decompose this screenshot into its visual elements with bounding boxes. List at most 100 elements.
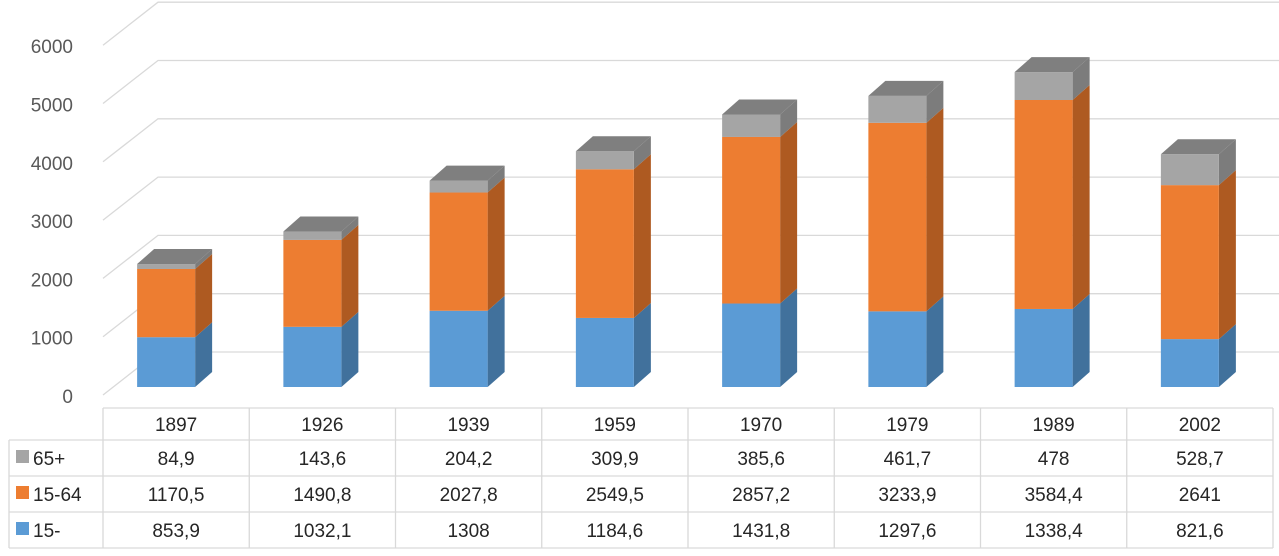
- data-table-value: 461,7: [884, 449, 932, 470]
- data-table-value: 3584,4: [1025, 485, 1084, 506]
- bar-side-15-64-1970: [780, 121, 798, 304]
- data-table-value: 1431,8: [732, 521, 790, 542]
- bar-65+-1959: [575, 151, 634, 170]
- bar-side-15-64-1989: [1072, 85, 1090, 309]
- data-table-value: 143,6: [299, 449, 347, 470]
- bar-side-15--1939: [487, 295, 505, 387]
- data-table-value: 2641: [1179, 485, 1221, 506]
- bar-side-65+-1897: [195, 249, 213, 269]
- data-table-value: 1308: [447, 521, 489, 542]
- bar-side-65+-2002: [1218, 139, 1236, 186]
- bar-65+-2002: [1160, 154, 1219, 186]
- data-table-value: 1032,1: [293, 521, 351, 542]
- legend-label: 15-64: [33, 485, 82, 506]
- bar-side-15--2002: [1218, 324, 1236, 387]
- data-table-value: 309,9: [591, 449, 639, 470]
- legend-key-65+: [16, 450, 29, 463]
- bar-side-15--1970: [780, 288, 798, 387]
- x-tick-label: 1897: [155, 415, 197, 436]
- y-tick-label: 2000: [31, 270, 73, 291]
- gridlines: [102, 1, 1279, 396]
- bar-side-65+-1939: [487, 165, 505, 193]
- bar-65+-1989: [1014, 72, 1073, 101]
- data-table-value: 1184,6: [587, 521, 644, 542]
- bar-65+-1970: [722, 114, 781, 137]
- bar-15-64-1970: [722, 136, 781, 304]
- data-table-value: 1490,8: [293, 485, 351, 506]
- bars: [137, 57, 1236, 387]
- x-tick-label: 1926: [301, 415, 343, 436]
- bar-15-64-2002: [1160, 185, 1219, 340]
- bar-top-1979: [868, 80, 944, 96]
- bar-side-15--1989: [1072, 293, 1090, 387]
- x-tick-label: 1979: [886, 415, 928, 436]
- legend-key-15-: [16, 522, 29, 535]
- bar-top-2002: [1160, 139, 1236, 155]
- bar-side-15-64-1959: [633, 154, 651, 318]
- gridline: [102, 351, 1279, 396]
- bar-15--1959: [575, 317, 634, 387]
- y-tick-label: 6000: [31, 37, 73, 58]
- bar-65+-1926: [283, 231, 342, 240]
- y-tick-label: 4000: [31, 154, 73, 175]
- legend-key-15-64: [16, 486, 29, 499]
- gridline: [102, 59, 1279, 105]
- bar-15-64-1959: [575, 169, 634, 318]
- bar-15-64-1939: [429, 192, 488, 311]
- data-table-value: 478: [1038, 449, 1070, 470]
- bar-side-65+-1970: [780, 99, 798, 137]
- bar-15--1939: [429, 310, 488, 387]
- data-table-value: 84,9: [158, 449, 195, 470]
- legend-label: 15-: [33, 521, 60, 542]
- bar-15--1979: [868, 311, 927, 387]
- bar-65+-1939: [429, 180, 488, 193]
- bar-side-15--1959: [633, 302, 651, 387]
- bar-15-64-1897: [137, 268, 196, 338]
- bar-side-65+-1926: [341, 216, 359, 240]
- bar-65+-1979: [868, 95, 927, 123]
- bar-15--1970: [722, 303, 781, 387]
- gridline: [102, 293, 1279, 338]
- bar-side-15-64-1979: [926, 107, 944, 312]
- data-table-value: 1338,4: [1025, 521, 1084, 542]
- bar-side-15-64-1926: [341, 224, 359, 327]
- bar-side-15--1897: [195, 322, 213, 387]
- x-tick-label: 2002: [1179, 415, 1221, 436]
- data-table-value: 528,7: [1176, 449, 1224, 470]
- bar-15--1989: [1014, 308, 1073, 387]
- gridline: [102, 118, 1279, 163]
- data-table: 1897 1926 1939 1959 1970 1979 1989 2002 65+ 84,9 1…: [8, 407, 1274, 549]
- gridline: [102, 234, 1279, 279]
- bar-side-15-64-1939: [487, 177, 505, 311]
- bar-side-65+-1979: [926, 80, 944, 123]
- data-table-value: 1170,5: [148, 485, 205, 506]
- data-table-value: 821,6: [1176, 521, 1224, 542]
- y-tick-label: 3000: [31, 212, 73, 233]
- bar-top-1970: [722, 99, 798, 115]
- bar-15--1926: [283, 326, 342, 387]
- bar-15-64-1979: [868, 122, 927, 312]
- bar-side-15-64-2002: [1218, 170, 1236, 340]
- x-tick-label: 1939: [447, 415, 489, 436]
- gridline: [102, 1, 1279, 46]
- bar-15--2002: [1160, 339, 1219, 387]
- bar-65+-1897: [137, 264, 196, 269]
- bar-15-64-1926: [283, 239, 342, 327]
- x-tick-label: 1959: [594, 415, 636, 436]
- y-tick-label: 5000: [31, 96, 73, 117]
- x-tick-label: 1989: [1032, 415, 1074, 436]
- y-tick-label: 0: [62, 387, 73, 408]
- bar-side-15--1926: [341, 311, 359, 387]
- data-table-value: 2857,2: [732, 485, 790, 506]
- bar-top-1959: [575, 136, 651, 152]
- bar-side-15--1979: [926, 296, 944, 387]
- bar-15-64-1989: [1014, 100, 1073, 309]
- gridline: [102, 176, 1279, 221]
- data-table-value: 2549,5: [586, 485, 644, 506]
- bar-side-65+-1989: [1072, 57, 1090, 101]
- data-table-value: 853,9: [152, 521, 200, 542]
- bar-top-1897: [137, 249, 213, 265]
- bar-top-1926: [283, 216, 359, 232]
- data-table-value: 2027,8: [440, 485, 498, 506]
